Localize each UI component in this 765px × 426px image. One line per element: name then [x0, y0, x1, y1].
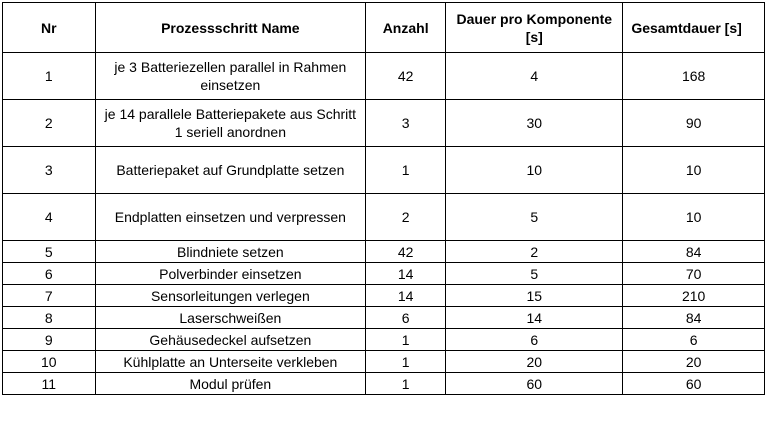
- header-process-step-name: Prozessschritt Name: [94, 2, 367, 53]
- cell-duration: 2: [445, 240, 624, 263]
- cell-name: Modul prüfen: [94, 372, 367, 395]
- cell-nr: 2: [2, 99, 96, 147]
- cell-total: 20: [622, 350, 765, 373]
- cell-nr: 5: [2, 240, 96, 263]
- header-duration-per-component: Dauer pro Komponente [s]: [445, 2, 624, 53]
- cell-name: Kühlplatte an Unterseite verkleben: [94, 350, 367, 373]
- cell-nr: 8: [2, 306, 96, 329]
- cell-name: Sensorleitungen verlegen: [94, 284, 367, 307]
- cell-duration: 15: [445, 284, 624, 307]
- cell-total: 90: [622, 99, 765, 147]
- cell-nr: 7: [2, 284, 96, 307]
- cell-duration: 5: [445, 193, 624, 241]
- cell-count: 1: [365, 146, 447, 194]
- cell-duration: 10: [445, 146, 624, 194]
- cell-count: 1: [365, 372, 447, 395]
- cell-count: 42: [365, 52, 447, 100]
- table-row: 10 Kühlplatte an Unterseite verkleben 1 …: [2, 350, 765, 373]
- cell-name: Polverbinder einsetzen: [94, 262, 367, 285]
- cell-name: Endplatten einsetzen und verpressen: [94, 193, 367, 241]
- table-row: 7 Sensorleitungen verlegen 14 15 210: [2, 284, 765, 307]
- cell-total: 84: [622, 240, 765, 263]
- cell-count: 14: [365, 262, 447, 285]
- cell-duration: 20: [445, 350, 624, 373]
- cell-name: Batteriepaket auf Grundplatte setzen: [94, 146, 367, 194]
- cell-count: 14: [365, 284, 447, 307]
- cell-nr: 11: [2, 372, 96, 395]
- table-row: 11 Modul prüfen 1 60 60: [2, 372, 765, 395]
- cell-nr: 6: [2, 262, 96, 285]
- cell-nr: 10: [2, 350, 96, 373]
- cell-name: Laserschweißen: [94, 306, 367, 329]
- table-header-row: Nr Prozessschritt Name Anzahl Dauer pro …: [2, 2, 765, 53]
- cell-count: 3: [365, 99, 447, 147]
- cell-total: 10: [622, 146, 765, 194]
- cell-total: 6: [622, 328, 765, 351]
- cell-name: Gehäusedeckel aufsetzen: [94, 328, 367, 351]
- table-row: 9 Gehäusedeckel aufsetzen 1 6 6: [2, 328, 765, 351]
- cell-count: 1: [365, 328, 447, 351]
- cell-nr: 1: [2, 52, 96, 100]
- cell-duration: 30: [445, 99, 624, 147]
- cell-nr: 4: [2, 193, 96, 241]
- cell-total: 60: [622, 372, 765, 395]
- header-count: Anzahl: [365, 2, 447, 53]
- table-row: 5 Blindniete setzen 42 2 84: [2, 240, 765, 263]
- cell-nr: 9: [2, 328, 96, 351]
- table-row: 1 je 3 Batteriezellen parallel in Rahmen…: [2, 52, 765, 100]
- cell-count: 6: [365, 306, 447, 329]
- cell-duration: 5: [445, 262, 624, 285]
- cell-total: 70: [622, 262, 765, 285]
- table-row: 6 Polverbinder einsetzen 14 5 70: [2, 262, 765, 285]
- cell-total: 10: [622, 193, 765, 241]
- cell-duration: 60: [445, 372, 624, 395]
- header-nr: Nr: [2, 2, 96, 53]
- header-total-duration: Gesamtdauer [s]: [622, 2, 765, 53]
- cell-count: 1: [365, 350, 447, 373]
- table-row: 4 Endplatten einsetzen und verpressen 2 …: [2, 193, 765, 241]
- cell-count: 42: [365, 240, 447, 263]
- cell-count: 2: [365, 193, 447, 241]
- cell-nr: 3: [2, 146, 96, 194]
- cell-duration: 6: [445, 328, 624, 351]
- cell-total: 84: [622, 306, 765, 329]
- cell-total: 168: [622, 52, 765, 100]
- cell-name: Blindniete setzen: [94, 240, 367, 263]
- process-steps-table: Nr Prozessschritt Name Anzahl Dauer pro …: [2, 2, 765, 395]
- table-row: 8 Laserschweißen 6 14 84: [2, 306, 765, 329]
- table-row: 3 Batteriepaket auf Grundplatte setzen 1…: [2, 146, 765, 194]
- table-row: 2 je 14 parallele Batteriepakete aus Sch…: [2, 99, 765, 147]
- cell-total: 210: [622, 284, 765, 307]
- cell-duration: 14: [445, 306, 624, 329]
- cell-name: je 3 Batteriezellen parallel in Rahmen e…: [94, 52, 367, 100]
- process-table-container: Nr Prozessschritt Name Anzahl Dauer pro …: [2, 2, 765, 395]
- cell-duration: 4: [445, 52, 624, 100]
- cell-name: je 14 parallele Batteriepakete aus Schri…: [94, 99, 367, 147]
